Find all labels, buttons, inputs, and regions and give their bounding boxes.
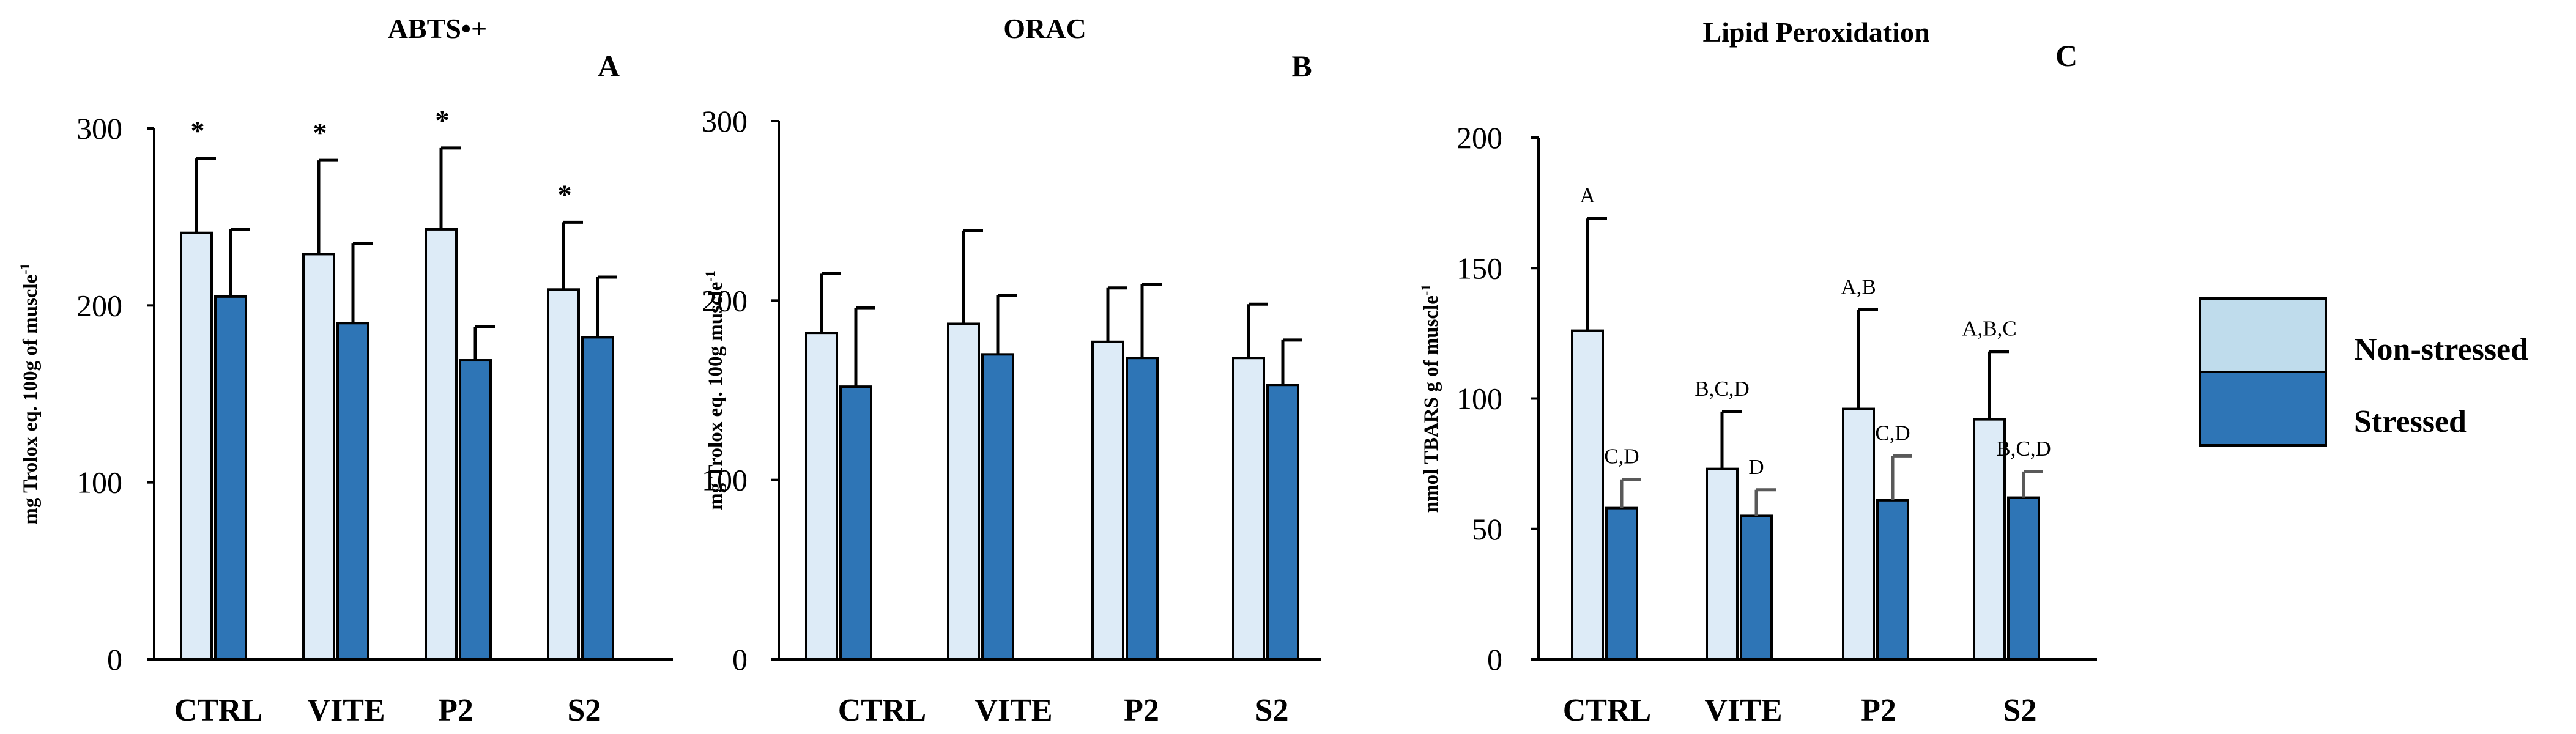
x-category-label-s2: S2: [568, 693, 601, 728]
chart-title: ABTS•+: [388, 13, 487, 44]
bar-stressed-s2: [581, 336, 614, 661]
x-category-label-p2: P2: [1861, 693, 1896, 728]
y-tick-label: 100: [76, 465, 122, 500]
bar-non-stressed-vite: [947, 322, 980, 661]
legend-swatch-non-stressed: [2199, 297, 2327, 373]
annotation-non-stressed-vite: B,C,D: [1694, 377, 1749, 401]
x-category-label-vite: VITE: [974, 693, 1052, 728]
bar-non-stressed-ctrl: [1571, 329, 1604, 661]
annotation-non-stressed-p2: A,B: [1841, 275, 1876, 298]
bar-stressed-s2: [1266, 384, 1299, 661]
x-category-label-vite: VITE: [1704, 693, 1782, 728]
y-tick-label: 100: [702, 463, 748, 497]
bar-stressed-vite: [981, 353, 1014, 661]
chart-title: ORAC: [1003, 13, 1086, 44]
bar-stressed-vite: [336, 322, 369, 661]
y-tick-label: 0: [732, 642, 748, 677]
annotation-non-stressed-ctrl: A: [1579, 184, 1595, 207]
x-category-label-p2: P2: [1124, 693, 1159, 728]
bar-stressed-p2: [1876, 499, 1909, 661]
panel-label: A: [598, 49, 620, 83]
panel-label: C: [2055, 39, 2077, 73]
y-tick-label: 100: [1457, 382, 1502, 416]
x-category-label-s2: S2: [1255, 693, 1289, 728]
bar-non-stressed-vite: [302, 253, 335, 661]
chart-panels: ABTS•+ Amg Trolox eq. 100g of muscle-1 0 10…: [17, 13, 2097, 728]
x-category-label-vite: VITE: [307, 693, 385, 728]
y-axis-label: mg Trolox eq. 100g of muscle-1: [17, 263, 42, 524]
y-axis-label: mg Trolox eq. 100g muscle-1: [702, 270, 727, 510]
y-tick-label: 300: [702, 104, 748, 138]
bar-non-stressed-p2: [1091, 340, 1124, 661]
bar-stressed-s2: [2007, 496, 2040, 661]
panel-label: B: [1291, 49, 1312, 83]
bar-stressed-ctrl: [839, 385, 872, 661]
chart-title: Lipid Peroxidation: [1702, 17, 1929, 48]
annotation-non-stressed-ctrl: *: [191, 115, 205, 146]
bar-stressed-p2: [1126, 357, 1159, 661]
annotation-non-stressed-s2: A,B,C: [1962, 317, 2016, 341]
annotation-non-stressed-vite: *: [313, 117, 327, 148]
x-category-label-ctrl: CTRL: [1563, 693, 1651, 728]
x-category-label-ctrl: CTRL: [174, 693, 262, 728]
bar-non-stressed-s2: [1232, 357, 1265, 661]
y-tick-label: 300: [76, 111, 122, 146]
legend-label-non-stressed: Non-stressed: [2354, 332, 2528, 367]
bar-stressed-p2: [459, 359, 492, 661]
y-tick-label: 200: [1457, 120, 1502, 155]
bar-non-stressed-s2: [547, 288, 580, 661]
annotation-non-stressed-p2: *: [436, 105, 450, 136]
bar-non-stressed-p2: [1842, 407, 1875, 661]
y-tick-label: 150: [1457, 251, 1502, 285]
bar-non-stressed-ctrl: [180, 231, 213, 661]
chart-panel-a: ABTS•+ Amg Trolox eq. 100g of muscle-1 0 10…: [17, 13, 673, 728]
legend: Non-stressed Stressed: [2199, 297, 2528, 447]
y-tick-label: 200: [76, 288, 122, 322]
legend-swatch-stressed: [2199, 371, 2327, 447]
bar-stressed-vite: [1740, 514, 1773, 661]
annotation-stressed-ctrl: C,D: [1604, 445, 1639, 469]
x-category-label-p2: P2: [438, 693, 473, 728]
annotation-stressed-s2: B,C,D: [1996, 437, 2051, 461]
bar-non-stressed-p2: [425, 228, 458, 661]
x-category-label-s2: S2: [2003, 693, 2037, 728]
legend-label-stressed: Stressed: [2354, 404, 2467, 439]
annotation-stressed-vite: D: [1748, 455, 1764, 479]
chart-panel-b: ORAC Bmg Trolox eq. 100g muscle-1 0 100 200 3…: [702, 13, 1321, 728]
x-category-label-ctrl: CTRL: [838, 693, 926, 728]
y-axis-label: nmol TBARS g of muscle-1: [1418, 284, 1442, 513]
y-tick-label: 0: [1487, 642, 1502, 677]
y-tick-label: 0: [107, 642, 122, 677]
y-tick-label: 200: [702, 283, 748, 317]
bar-stressed-ctrl: [214, 295, 247, 661]
bar-non-stressed-ctrl: [805, 332, 838, 661]
y-tick-label: 50: [1472, 512, 1502, 546]
bar-non-stressed-vite: [1706, 467, 1739, 661]
annotation-stressed-p2: C,D: [1875, 421, 1910, 445]
annotation-non-stressed-s2: *: [558, 179, 572, 210]
bar-stressed-ctrl: [1605, 506, 1638, 661]
